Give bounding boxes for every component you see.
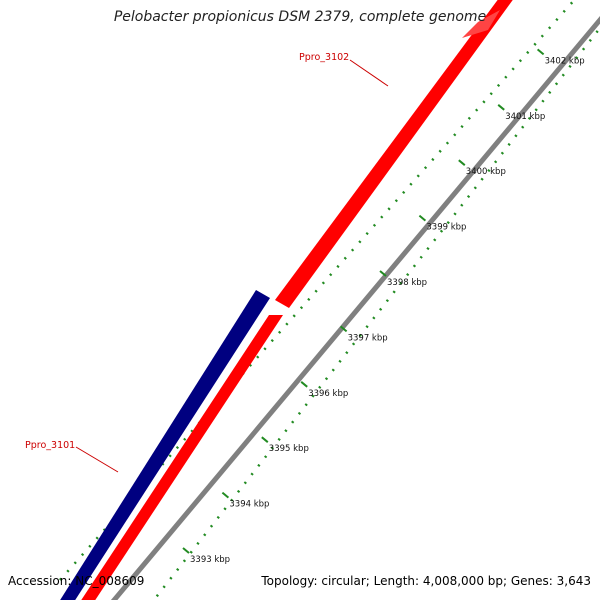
scale-tick-label: 3400 kbp: [466, 167, 506, 177]
scale-tick-mark: [536, 48, 545, 56]
scale-tick-label: 3395 kbp: [269, 444, 309, 454]
gene-ppro-3102[interactable]: [275, 0, 520, 308]
scale-tick-mark: [379, 270, 387, 277]
gene-label-ppro-3102[interactable]: Ppro_3102: [299, 52, 349, 63]
scale-tick-label: 3402 kbp: [545, 56, 585, 66]
gene-ppro-3102-arrowhead: [462, 10, 500, 38]
scale-tick-mark: [182, 547, 190, 554]
scale-tick-label: 3399 kbp: [426, 223, 466, 233]
scale-tick-label: 3396 kbp: [308, 389, 348, 399]
gene-label-ppro-3101[interactable]: Ppro_3101: [25, 440, 75, 451]
scale-tick-label: 3394 kbp: [229, 500, 269, 510]
scale-tick-label: 3393 kbp: [190, 555, 230, 565]
scale-tick-mark: [458, 159, 466, 166]
scale-tick-mark: [300, 381, 308, 388]
scale-tick-label: 3401 kbp: [505, 112, 545, 122]
scale-ticks: 3393 kbp 3394 kbp 3395 kbp 3396 kbp 3397 kbp…: [182, 48, 585, 565]
gene-forward-lower-segment[interactable]: [78, 315, 283, 600]
genome-summary: Topology: circular; Length: 4,008,000 bp…: [261, 574, 591, 588]
map-title: Pelobacter propionicus DSM 2379, complet…: [113, 9, 487, 25]
scale-tick-mark: [261, 436, 269, 443]
scale-dotted-track: [152, 27, 600, 600]
gene-ppro-3101[interactable]: [57, 290, 270, 600]
scale-tick-label: 3397 kbp: [348, 333, 388, 343]
backbone-line: [110, 15, 600, 600]
accession-label: Accession: NC_008609: [8, 574, 145, 588]
scale-tick-mark: [418, 214, 427, 222]
label-leader-ppro-3102: [349, 59, 389, 87]
scale-tick-mark: [497, 104, 505, 111]
scale-tick-mark: [221, 491, 230, 499]
scale-tick-label: 3398 kbp: [387, 278, 427, 288]
scale-tick-mark: [339, 325, 348, 333]
label-leader-ppro-3101: [75, 446, 119, 473]
